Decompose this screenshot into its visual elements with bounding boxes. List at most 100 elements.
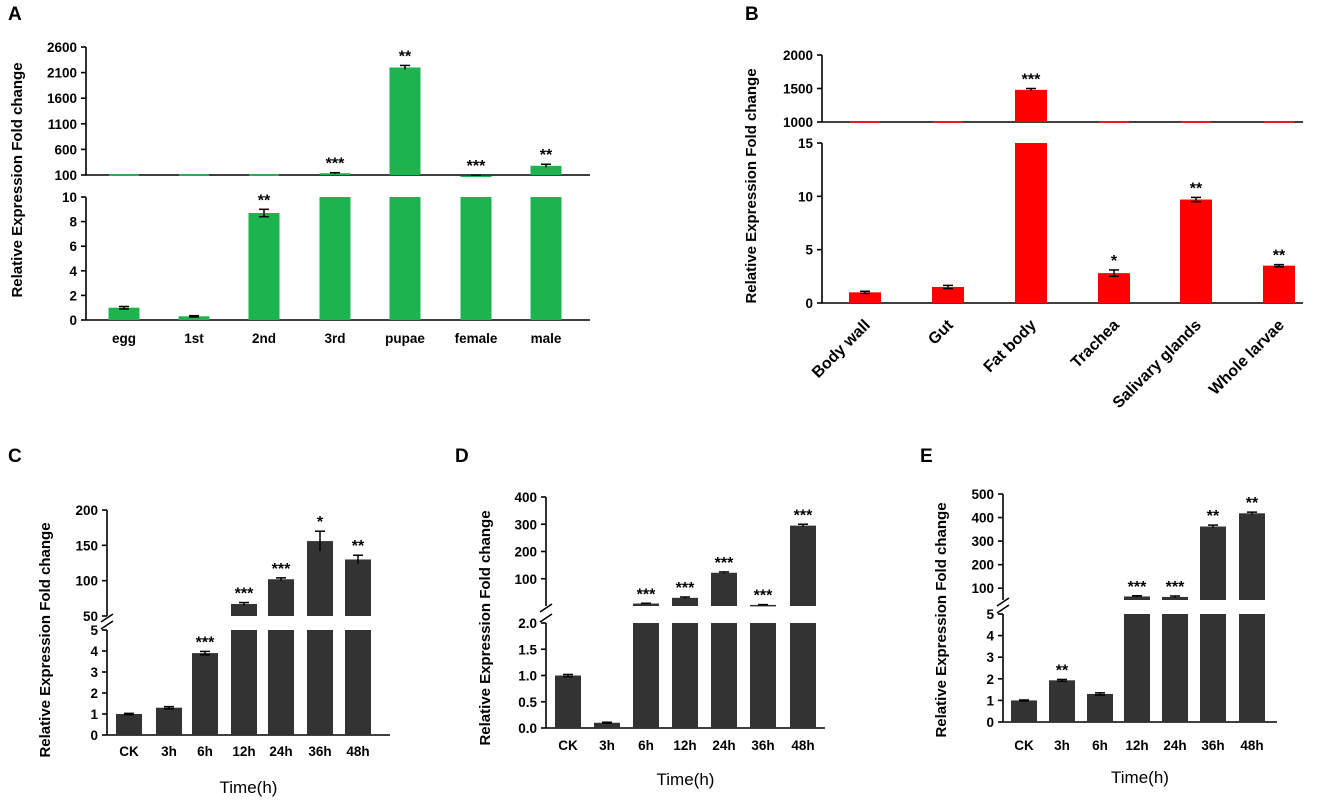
bar — [1015, 89, 1047, 122]
bar — [790, 623, 816, 728]
bar — [307, 630, 333, 735]
y-tick-label: 8 — [69, 215, 77, 230]
y-tick-label: 1.5 — [518, 642, 537, 657]
bar — [711, 623, 737, 728]
bar — [530, 197, 562, 320]
bar — [1162, 614, 1188, 722]
significance-marker: *** — [676, 580, 695, 597]
y-tick-label: 10 — [62, 190, 77, 205]
x-tick-label: CK — [119, 744, 139, 759]
bar — [345, 559, 371, 616]
axis-break-mark — [100, 620, 114, 630]
x-tick-label: Whole larvae — [1206, 317, 1288, 399]
y-tick-label: 0 — [69, 313, 77, 328]
y-axis-title: Relative Expression Fold change — [933, 502, 950, 737]
y-tick-label: 100 — [54, 168, 77, 183]
significance-marker: *** — [794, 507, 813, 524]
x-tick-label: Salivary glands — [1110, 317, 1205, 412]
bar — [1015, 143, 1047, 303]
y-tick-label: 200 — [75, 503, 98, 518]
y-tick-label: 0 — [805, 296, 813, 311]
bar — [1124, 596, 1150, 600]
significance-marker: ** — [258, 192, 271, 209]
bar — [1124, 614, 1150, 722]
bar — [460, 197, 492, 320]
y-tick-label: 400 — [971, 511, 994, 526]
x-tick-label: 48h — [346, 744, 369, 759]
bar — [1087, 693, 1113, 722]
y-tick-label: 3 — [986, 650, 994, 665]
bar — [1011, 700, 1037, 722]
bar — [231, 603, 257, 616]
bar — [555, 675, 581, 728]
bar — [633, 603, 659, 606]
x-tick-label: male — [531, 331, 562, 346]
panel-label: E — [920, 446, 933, 467]
panel-a: A Relative Expression Fold change 0 2 4 6 8 10 1… — [8, 4, 590, 346]
significance-marker: ** — [1190, 180, 1203, 197]
significance-marker: * — [317, 514, 324, 531]
y-tick-label: 5 — [90, 623, 98, 638]
bar — [231, 630, 257, 735]
significance-marker: *** — [754, 588, 773, 605]
y-tick-label: 2 — [986, 672, 994, 687]
x-tick-label: egg — [112, 331, 136, 346]
bar — [268, 630, 294, 735]
bar — [178, 316, 210, 320]
bar — [268, 579, 294, 616]
bar — [711, 572, 737, 606]
bar — [1162, 596, 1188, 600]
bar — [672, 623, 698, 728]
x-tick-label: 24h — [712, 738, 735, 753]
significance-marker: ** — [352, 538, 365, 555]
x-tick-label: CK — [1014, 738, 1034, 753]
bar — [530, 165, 562, 175]
significance-marker: *** — [1128, 579, 1147, 596]
y-tick-label: 200 — [971, 558, 994, 573]
bar — [319, 173, 351, 175]
significance-marker: ** — [1273, 248, 1286, 265]
axis-break-mark — [996, 597, 1010, 607]
y-tick-label: 2000 — [783, 48, 813, 63]
panel-c: C Relative Expression Fold change Time(h) 0… — [8, 446, 390, 797]
x-tick-label: 2nd — [252, 331, 276, 346]
bar — [1049, 680, 1075, 722]
bar — [108, 307, 140, 320]
x-tick-label: 6h — [1092, 738, 1108, 753]
panel-d: D Relative Expression Fold change Time(h) 0… — [455, 446, 825, 789]
panel-label: D — [455, 446, 469, 467]
x-tick-label: female — [455, 331, 498, 346]
significance-marker: ** — [1056, 662, 1069, 679]
y-tick-label: 4 — [69, 264, 77, 279]
y-tick-label: 2 — [69, 288, 77, 303]
y-axis-title: Relative Expression Fold change — [477, 510, 494, 745]
x-tick-label: 24h — [269, 744, 292, 759]
x-tick-label: 48h — [791, 738, 814, 753]
y-tick-label: 5 — [805, 243, 813, 258]
y-tick-label: 0.0 — [518, 721, 537, 736]
y-tick-label: 1 — [90, 707, 98, 722]
panel-label: A — [8, 4, 22, 25]
y-tick-label: 200 — [514, 545, 537, 560]
panel-b: B Relative Expression Fold change 0 5 10 15 10… — [743, 4, 1303, 412]
x-tick-label: CK — [558, 738, 578, 753]
y-tick-label: 2.0 — [518, 616, 537, 631]
axis-break-mark — [996, 604, 1010, 614]
y-tick-label: 300 — [514, 517, 537, 532]
y-tick-label: 2 — [90, 686, 98, 701]
x-tick-label: 1st — [184, 331, 204, 346]
y-axis-title: Relative Expression Fold change — [37, 522, 54, 757]
bar — [633, 623, 659, 728]
y-tick-label: 15 — [798, 136, 814, 151]
panel-label: B — [745, 4, 759, 25]
y-tick-label: 50 — [83, 609, 98, 624]
y-tick-label: 1 — [986, 693, 994, 708]
significance-marker: *** — [326, 156, 345, 173]
x-tick-label: 36h — [308, 744, 331, 759]
y-tick-label: 4 — [90, 644, 98, 659]
x-tick-label: 6h — [197, 744, 213, 759]
y-tick-label: 400 — [514, 490, 537, 505]
significance-marker: *** — [272, 561, 291, 578]
bar — [389, 67, 421, 175]
